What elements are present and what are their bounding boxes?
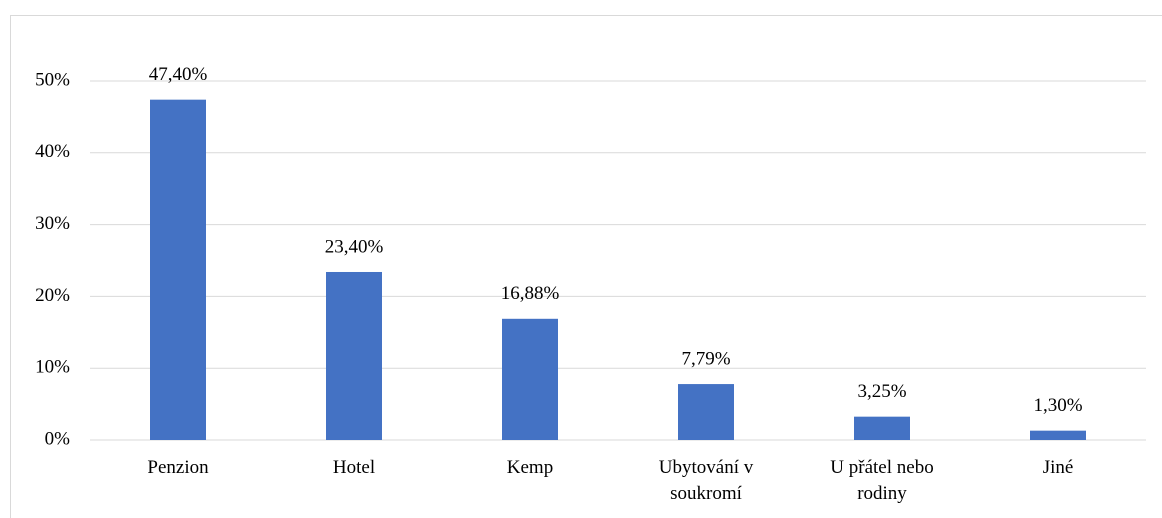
y-tick-label: 30% [35, 213, 70, 234]
x-tick-label: Hotel [332, 457, 376, 478]
value-label: 3,25% [857, 381, 906, 402]
bar [854, 416, 910, 440]
x-tick-label: Penzion [147, 457, 209, 478]
y-tick-label: 20% [35, 285, 70, 306]
x-tick-label: Kemp [506, 457, 554, 478]
y-tick-label: 10% [35, 357, 70, 378]
y-tick-label: 0% [45, 428, 71, 449]
chart-border [10, 15, 1162, 518]
value-label: 1,30% [1033, 395, 1082, 416]
y-tick-label: 40% [35, 141, 70, 162]
y-tick-label: 50% [35, 69, 70, 90]
x-tick-label: U přátel nebo rodiny [830, 457, 934, 504]
value-label: 7,79% [681, 348, 730, 369]
bar [1030, 430, 1086, 440]
bar [502, 318, 558, 440]
value-label: 47,40% [149, 64, 208, 85]
bar [678, 384, 734, 440]
x-tick-label: Ubytování v soukromí [658, 457, 754, 504]
value-label: 16,88% [501, 283, 560, 304]
bar [150, 99, 206, 440]
bar [326, 271, 382, 440]
value-label: 23,40% [325, 236, 384, 257]
x-tick-label: Jiné [1042, 457, 1074, 478]
